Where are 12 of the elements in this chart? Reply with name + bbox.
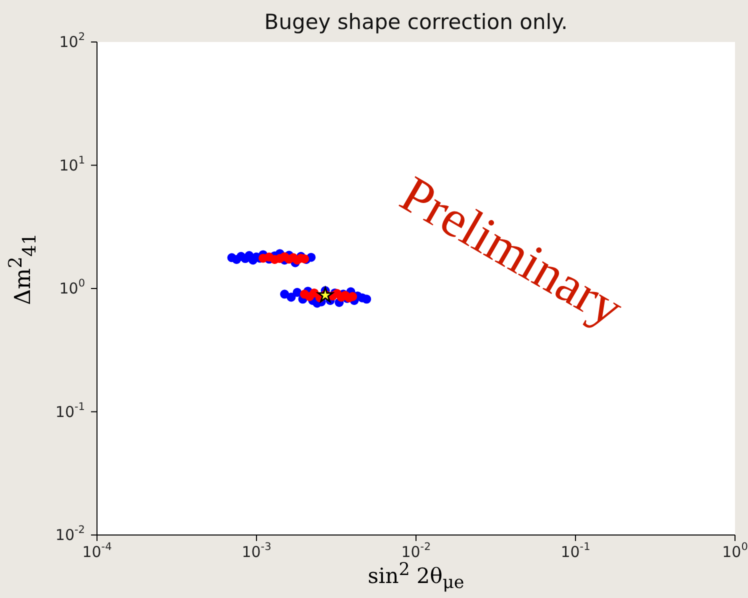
x-tick-label: 10$^{-4}$ [82,541,112,561]
y-tick-label: 10$^{1}$ [59,154,85,174]
x-tick-label: 10$^{-1}$ [560,541,590,561]
y-tick-label: 10$^{-2}$ [55,524,85,544]
x-axis-title: sin$^{2}$ 2θ$_{μe}$ [366,560,466,594]
x-tick-label: 10$^{-2}$ [401,541,431,561]
chart-title: Bugey shape correction only. [263,10,569,34]
x-tick-label: 10$^{0}$ [722,541,748,561]
y-tick-label: 10$^{-1}$ [55,400,85,421]
y-tick-label: 10$^{2}$ [59,31,85,51]
x-tick-label: 10$^{-3}$ [242,541,272,561]
y-tick-label: 10$^{0}$ [59,278,85,298]
